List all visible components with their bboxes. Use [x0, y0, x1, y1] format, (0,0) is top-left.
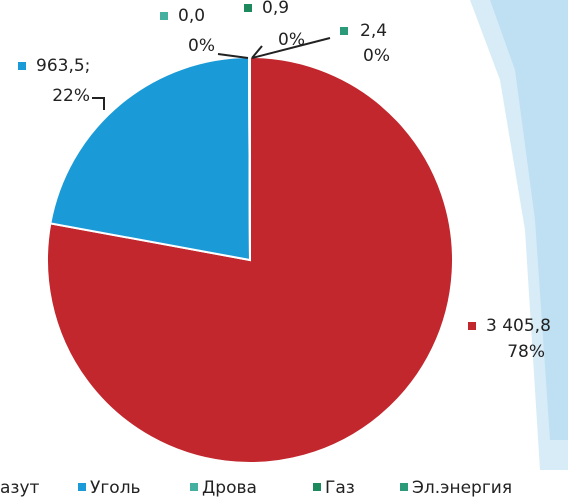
leader-line	[92, 97, 105, 110]
value-label: 0,9	[262, 0, 289, 18]
legend-label: Дрова	[202, 478, 257, 497]
percent-label: 0%	[278, 30, 305, 50]
value-label: 0,0	[178, 6, 205, 26]
legend-marker	[190, 483, 198, 491]
value-label: 2,4	[360, 21, 387, 41]
value-label: 3 405,8	[486, 316, 551, 336]
legend-marker	[313, 483, 321, 491]
percent-label: 0%	[363, 46, 390, 66]
background-decoration	[490, 0, 568, 440]
legend-marker	[78, 483, 86, 491]
label-marker	[340, 27, 348, 35]
legend-label: Эл.энергия	[412, 478, 512, 497]
leader-line	[251, 37, 331, 59]
label-marker	[244, 4, 252, 12]
percent-label: 78%	[507, 342, 545, 362]
percent-label: 0%	[188, 36, 215, 56]
label-marker	[18, 62, 26, 70]
pie-slice	[248, 55, 251, 261]
label-marker	[468, 322, 476, 330]
leader-line	[217, 53, 249, 59]
percent-label: 22%	[52, 86, 90, 106]
legend-label: азут	[0, 478, 40, 497]
pie-slice	[49, 55, 252, 262]
legend-label: Уголь	[90, 478, 141, 497]
label-marker	[160, 12, 168, 20]
legend-marker	[400, 483, 408, 491]
legend-label: Газ	[325, 478, 355, 497]
value-label: 963,5;	[36, 56, 90, 76]
leader-line	[251, 45, 263, 59]
